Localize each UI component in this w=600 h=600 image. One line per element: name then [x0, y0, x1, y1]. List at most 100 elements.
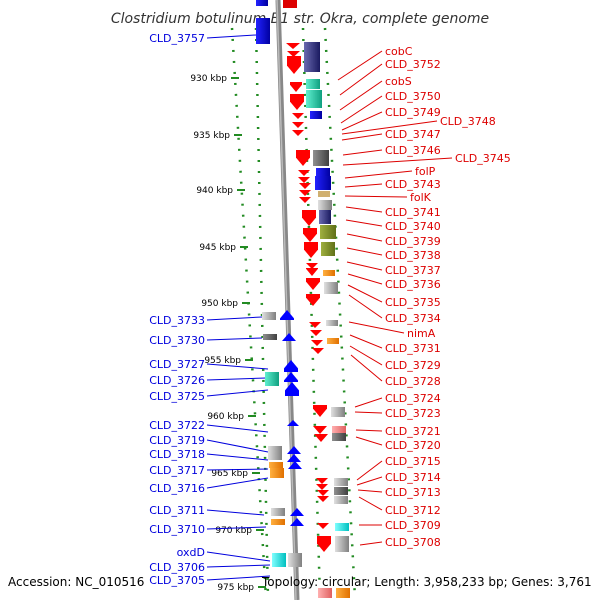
gene-label-cld-3730[interactable]: CLD_3730 — [149, 334, 205, 347]
genome-backbone-highlight — [276, 0, 297, 600]
leader-line — [355, 429, 383, 432]
leader-line — [357, 489, 383, 493]
feature-block — [310, 111, 322, 119]
gene-label-cld-3728[interactable]: CLD_3728 — [385, 375, 441, 388]
feature-block — [335, 523, 349, 531]
feature-arrow-reverse — [290, 94, 304, 110]
feature-chevron — [299, 190, 311, 196]
feature-block — [256, 0, 268, 6]
gene-label-cld-3747[interactable]: CLD_3747 — [385, 128, 441, 141]
leader-line — [341, 133, 383, 141]
gene-label-cobc[interactable]: cobC — [385, 45, 413, 58]
feature-chevron — [299, 197, 311, 203]
feature-block — [332, 433, 346, 441]
leader-line — [355, 436, 383, 446]
gene-label-cld-3716[interactable]: CLD_3716 — [149, 482, 205, 495]
gene-label-cld-3727[interactable]: CLD_3727 — [149, 358, 205, 371]
leader-line — [344, 195, 408, 198]
leader-line — [341, 111, 383, 131]
gene-label-cld-3734[interactable]: CLD_3734 — [385, 312, 441, 325]
gene-label-cld-3731[interactable]: CLD_3731 — [385, 342, 441, 355]
feature-block — [323, 270, 335, 276]
gene-label-cobs[interactable]: cobS — [385, 75, 412, 88]
gene-label-cld-3733[interactable]: CLD_3733 — [149, 314, 205, 327]
gene-label-cld-3745[interactable]: CLD_3745 — [455, 152, 511, 165]
gene-label-cld-3715[interactable]: CLD_3715 — [385, 455, 441, 468]
right-leader-lines — [337, 50, 453, 546]
gene-label-cld-3726[interactable]: CLD_3726 — [149, 374, 205, 387]
leader-line — [356, 476, 383, 486]
feature-block — [334, 496, 348, 504]
leader-line — [206, 551, 271, 562]
gene-label-cld-3757[interactable]: CLD_3757 — [149, 32, 205, 45]
feature-arrow-forward — [284, 372, 298, 382]
feature-block — [306, 79, 320, 89]
feature-chevron — [316, 484, 328, 490]
gene-label-cld-3723[interactable]: CLD_3723 — [385, 407, 441, 420]
feature-block — [318, 200, 332, 210]
leader-line — [346, 233, 383, 242]
gene-label-cld-3714[interactable]: CLD_3714 — [385, 471, 441, 484]
gene-label-folk[interactable]: folK — [410, 191, 432, 204]
feature-arrow-forward — [280, 310, 294, 320]
leader-line — [206, 526, 267, 530]
kbp-ticks: 930 kbp 935 kbp 940 kbp 945 kbp 950 kbp 955 k… — [190, 74, 266, 593]
gene-label-cld-3741[interactable]: CLD_3741 — [385, 206, 441, 219]
gene-label-cld-3736[interactable]: CLD_3736 — [385, 278, 441, 291]
gene-label-cld-3705[interactable]: CLD_3705 — [149, 574, 205, 587]
gene-label-cld-3750[interactable]: CLD_3750 — [385, 90, 441, 103]
gene-label-cld-3737[interactable]: CLD_3737 — [385, 264, 441, 277]
gene-label-cld-3729[interactable]: CLD_3729 — [385, 359, 441, 372]
gene-label-cld-3709[interactable]: CLD_3709 — [385, 519, 441, 532]
gene-label-cld-3725[interactable]: CLD_3725 — [149, 390, 205, 403]
gene-label-cld-3721[interactable]: CLD_3721 — [385, 425, 441, 438]
gene-label-cld-3743[interactable]: CLD_3743 — [385, 178, 441, 191]
feature-arrow-forward — [285, 382, 299, 396]
feature-block — [269, 462, 283, 468]
gene-label-cld-3738[interactable]: CLD_3738 — [385, 249, 441, 262]
feature-chevron — [317, 496, 329, 502]
gene-label-cld-3735[interactable]: CLD_3735 — [385, 296, 441, 309]
gene-label-cld-3719[interactable]: CLD_3719 — [149, 434, 205, 447]
tick-label: 940 kbp — [196, 186, 233, 196]
gene-label-cld-3722[interactable]: CLD_3722 — [149, 419, 205, 432]
gene-label-cld-3739[interactable]: CLD_3739 — [385, 235, 441, 248]
feature-chevron — [292, 130, 304, 136]
gene-label-cld-3708[interactable]: CLD_3708 — [385, 536, 441, 549]
tick-label: 960 kbp — [207, 412, 244, 422]
gene-label-cld-3746[interactable]: CLD_3746 — [385, 144, 441, 157]
feature-arrow-forward — [290, 518, 304, 526]
gene-label-cld-3712[interactable]: CLD_3712 — [385, 504, 441, 517]
gene-label-cld-3713[interactable]: CLD_3713 — [385, 486, 441, 499]
gene-label-cld-3748[interactable]: CLD_3748 — [440, 115, 496, 128]
leader-line — [206, 316, 263, 321]
gene-label-cld-3720[interactable]: CLD_3720 — [385, 439, 441, 452]
leader-line — [350, 354, 383, 382]
gene-label-cld-3706[interactable]: CLD_3706 — [149, 561, 205, 574]
gene-label-nima[interactable]: nimA — [407, 327, 436, 340]
feature-block — [271, 519, 285, 525]
feature-arrow-forward — [282, 333, 296, 341]
gene-label-cld-3711[interactable]: CLD_3711 — [149, 504, 205, 517]
left-gene-labels: CLD_3757 CLD_3733 CLD_3730 CLD_3727 CLD_3726… — [149, 32, 205, 587]
gene-label-cld-3717[interactable]: CLD_3717 — [149, 464, 205, 477]
gene-label-cld-3749[interactable]: CLD_3749 — [385, 106, 441, 119]
gene-label-cld-3752[interactable]: CLD_3752 — [385, 58, 441, 71]
feature-block — [304, 42, 320, 72]
gene-label-folp[interactable]: folP — [415, 165, 436, 178]
feature-arrow-reverse — [287, 56, 301, 74]
leader-line — [206, 468, 269, 471]
feature-chevron — [292, 113, 304, 119]
gene-label-cld-3718[interactable]: CLD_3718 — [149, 448, 205, 461]
leader-line — [339, 80, 383, 111]
gene-label-cld-3724[interactable]: CLD_3724 — [385, 392, 441, 405]
leader-line — [206, 509, 265, 516]
leader-line — [342, 149, 383, 156]
leader-line — [206, 34, 257, 39]
gene-label-cld-3740[interactable]: CLD_3740 — [385, 220, 441, 233]
feature-chevron — [317, 523, 329, 529]
gene-label-cld-3710[interactable]: CLD_3710 — [149, 523, 205, 536]
gene-label-oxdd[interactable]: oxdD — [177, 546, 205, 559]
